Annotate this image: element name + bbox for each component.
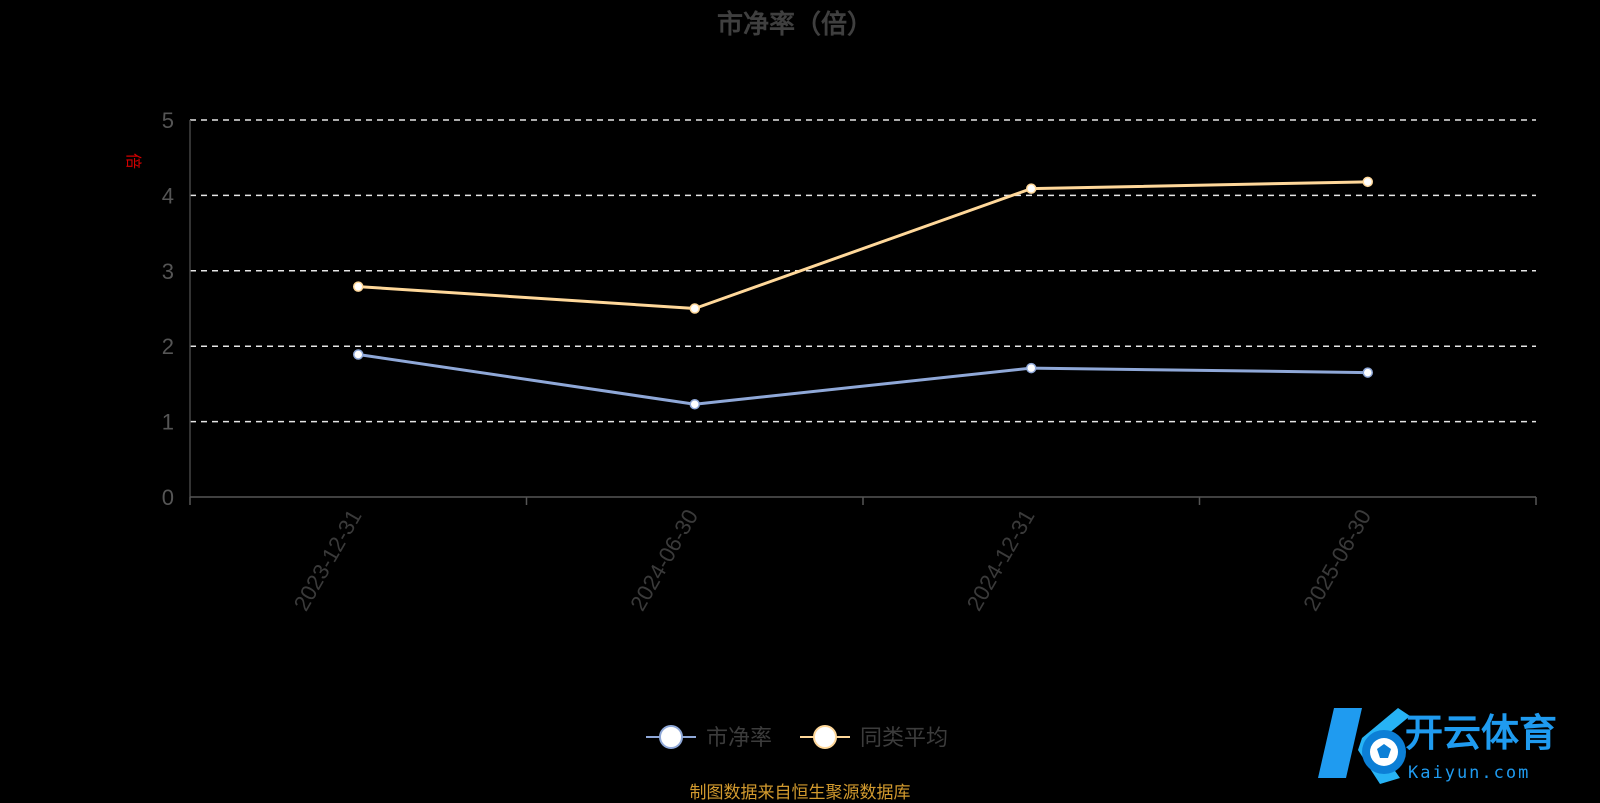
legend-item-1[interactable]: 同类平均 (800, 725, 948, 751)
legend-marker (813, 725, 837, 749)
data-point[interactable] (1026, 362, 1037, 374)
data-point[interactable] (1362, 367, 1373, 378)
data-source-note: 制图数据来自恒生聚源数据库 (689, 783, 911, 803)
y-tick-labels: 0 1 2 3 4 5 (162, 108, 174, 510)
x-tick-label: 2024-06-30 (625, 505, 703, 615)
chart-title: 市净率（倍） (717, 9, 873, 40)
legend-item-0[interactable]: 市净率 (646, 725, 772, 751)
logo-brand-text: 开云体育 (1405, 711, 1557, 755)
y-tick-label: 2 (162, 334, 174, 359)
y-tick-label: 4 (162, 183, 174, 208)
data-point[interactable] (1362, 176, 1373, 188)
x-tick-label: 2024-12-31 (962, 505, 1040, 615)
legend-label: 市净率 (706, 726, 772, 751)
data-point[interactable] (353, 349, 364, 360)
data-point[interactable] (353, 281, 364, 292)
x-tick-label: 2023-12-31 (289, 505, 367, 615)
grid-lines (190, 119, 1536, 423)
logo-mark-icon (1318, 708, 1410, 784)
y-tick-label: 3 (162, 259, 174, 284)
y-tick-label: 1 (162, 410, 174, 435)
data-point[interactable] (1026, 183, 1037, 194)
data-point[interactable] (689, 399, 700, 410)
series-line-1 (358, 180, 1368, 310)
series-group (353, 176, 1373, 410)
y-tick-label: 0 (162, 485, 174, 510)
x-tick-label: 2025-06-30 (1298, 505, 1376, 615)
x-tick-labels: 2023-12-31 2024-06-30 2024-12-31 2025-06-30 (289, 505, 1376, 615)
series-line-0 (358, 353, 1368, 406)
y-axis-unit: 倍 (124, 153, 143, 169)
logo-domain-text: Kaiyun.com (1408, 763, 1530, 783)
legend-label: 同类平均 (860, 726, 948, 751)
legend-marker (659, 725, 683, 749)
axes (189, 120, 1537, 505)
kaiyun-logo: 开云体育 Kaiyun.com (1318, 708, 1557, 784)
data-point[interactable] (689, 303, 700, 314)
legend[interactable]: 市净率 同类平均 (646, 725, 948, 751)
y-tick-label: 5 (162, 108, 174, 133)
